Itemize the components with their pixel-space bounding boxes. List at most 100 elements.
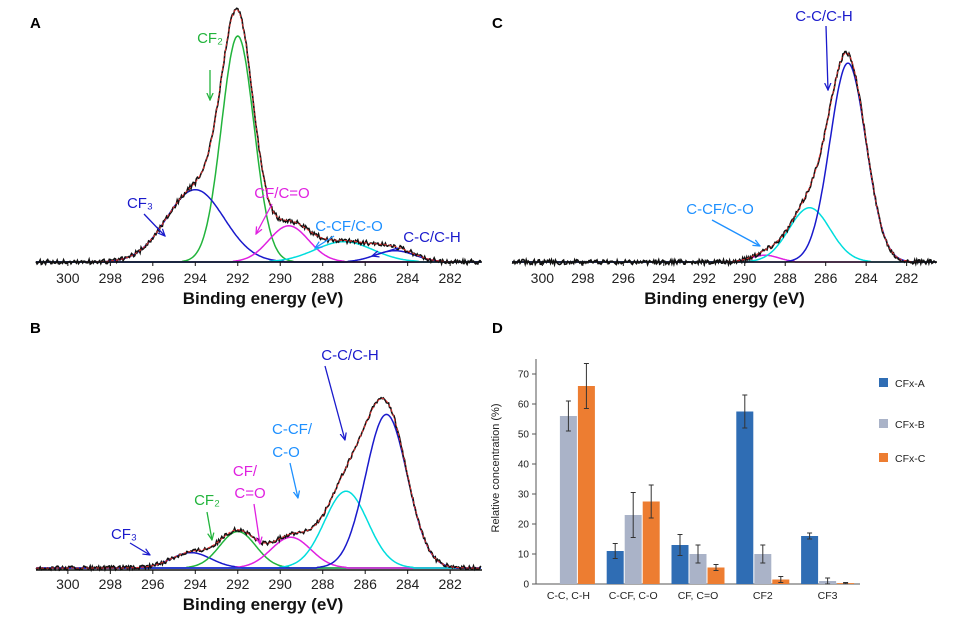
panel-d-bar-cfx-c — [642, 501, 660, 584]
panel-c-label-cc: C-C/C-H — [795, 8, 853, 25]
panel-b-component-cf-c-o — [36, 536, 481, 569]
panel-b-label-cf-line1: CF/ — [233, 463, 258, 480]
panel-d-bar-cfx-a — [606, 551, 624, 584]
panel-b-arrow-cc — [324, 365, 345, 440]
panel-b-label-cc: C-C/C-H — [321, 347, 379, 364]
panel-d-ytick-label: 50 — [518, 430, 530, 441]
panel-c-tick-label: 296 — [612, 270, 636, 286]
panel-d-legend: CFx-A CFx-B CFx-C — [879, 378, 926, 465]
panel-d-bar-cfx-b — [689, 554, 707, 584]
panel-c-tick-label: 286 — [814, 270, 838, 286]
panel-d-bar-cfx-c — [577, 386, 595, 584]
panel-d-bar-cfx-b — [559, 416, 577, 584]
panel-b-tick-label: 294 — [184, 576, 208, 592]
legend-swatch-cfx-b — [879, 419, 888, 428]
panel-a-tick-label: 296 — [141, 270, 165, 286]
panel-c-curves — [511, 50, 937, 268]
panel-d-category-label: CF, C=O — [678, 590, 719, 602]
panel-c-arrow-ccfco — [711, 219, 760, 246]
panel-b-label-cf3: CF₃ — [111, 526, 137, 543]
legend-swatch-cfx-c — [879, 453, 888, 462]
panel-b-label-ccf-line2: C-O — [272, 444, 300, 461]
panel-d-bar-cfx-c — [707, 567, 725, 584]
panel-d-ytick-label: 10 — [518, 550, 530, 561]
panel-b-envelope — [35, 396, 482, 573]
panel-d-ytick-label: 20 — [518, 520, 530, 531]
legend-swatch-cfx-a — [879, 378, 888, 387]
panel-b-xlabel: Binding energy (eV) — [183, 595, 344, 614]
panel-d-ytick-label: 40 — [518, 460, 530, 471]
panel-b-arrow-cfco — [253, 503, 260, 544]
panel-c-tick-label: 298 — [571, 270, 595, 286]
panel-b-label-ccf-line1: C-CF/ — [272, 421, 313, 438]
panel-b-label-cf-line2: C=O — [234, 485, 265, 502]
panel-a-arrow-ccfco — [315, 235, 335, 248]
panel-a-label-cfco: CF/C=O — [254, 185, 309, 202]
panel-a-envelope — [35, 7, 482, 267]
panel-a-tick-label: 292 — [226, 270, 250, 286]
panel-c-tick-label: 292 — [693, 270, 717, 286]
panel-a-arrow-cfco — [256, 203, 273, 234]
legend-label-cfx-b: CFx-B — [895, 419, 925, 431]
panel-a-label-cf2: CF₂ — [197, 30, 223, 47]
panel-a-tick-label: 286 — [354, 270, 378, 286]
panel-b-tick-label: 300 — [56, 576, 80, 592]
panel-d-ylabel: Relative concentration (%) — [490, 403, 502, 532]
panel-d-bar-cfx-a — [736, 411, 754, 584]
panel-letter-a: A — [30, 15, 41, 32]
panel-a-tick-label: 284 — [396, 270, 420, 286]
panel-c-tick-label: 288 — [774, 270, 798, 286]
panel-a-tick-label: 290 — [269, 270, 293, 286]
panel-letter-c: C — [492, 15, 503, 32]
panel-a: 300 298 296 294 292 290 288 286 284 282 Binding en… — [35, 7, 482, 308]
panel-d-category-label: C-C, C-H — [547, 590, 590, 602]
panel-d-bar-cfx-a — [801, 536, 819, 584]
panel-a-tick-label: 288 — [311, 270, 335, 286]
panel-a-curves — [35, 7, 482, 267]
panel-b-fit — [36, 397, 481, 569]
panel-a-arrow-cf3 — [143, 213, 165, 236]
panel-a-fit — [36, 8, 481, 263]
panel-d-ytick-label: 30 — [518, 490, 530, 501]
panel-a-tick-label: 300 — [56, 270, 80, 286]
panel-b-arrow-ccfco — [289, 462, 298, 498]
panel-letter-b: B — [30, 320, 41, 337]
panel-a-tick-label: 294 — [184, 270, 208, 286]
panel-b-arrow-cf3 — [129, 542, 150, 555]
panel-d-category-label: CF2 — [753, 590, 773, 602]
panel-d-bar-cfx-a — [671, 545, 689, 584]
panel-d-category-label: CF3 — [818, 590, 838, 602]
panel-b-label-cf2: CF₂ — [194, 492, 220, 509]
panel-c-tick-label: 300 — [531, 270, 555, 286]
panel-d-bar-cfx-b — [754, 554, 772, 584]
panel-c-tick-label: 284 — [854, 270, 878, 286]
panel-c-tick-label: 282 — [895, 270, 919, 286]
panel-b-tick-label: 290 — [269, 576, 293, 592]
legend-label-cfx-a: CFx-A — [895, 378, 925, 390]
panel-b-arrow-cf2 — [206, 511, 212, 540]
panel-d-ytick-label: 60 — [518, 400, 530, 411]
panel-b-tick-label: 286 — [354, 576, 378, 592]
panel-d-bar-cfx-b — [624, 515, 642, 584]
panel-c-fit — [512, 52, 936, 263]
panel-a-label-ccfco: C-CF/C-O — [315, 218, 383, 235]
panel-b-tick-label: 296 — [141, 576, 165, 592]
panel-b: 300 298 296 294 292 290 288 286 284 282 Binding en… — [35, 347, 482, 614]
panel-c-tick-label: 294 — [652, 270, 676, 286]
panel-b-axis: 300 298 296 294 292 290 288 286 284 282 Binding en… — [36, 569, 482, 614]
panel-b-tick-label: 292 — [226, 576, 250, 592]
panel-d-ytick-label: 70 — [518, 370, 530, 381]
panel-c: 300 298 296 294 292 290 288 286 284 282 Binding en… — [511, 8, 937, 308]
panel-b-tick-label: 298 — [99, 576, 123, 592]
legend-label-cfx-c: CFx-C — [895, 453, 926, 465]
panel-d-ytick-label: 0 — [523, 580, 529, 591]
panel-a-tick-label: 282 — [438, 270, 462, 286]
panel-letter-d: D — [492, 320, 503, 337]
panel-a-tick-label: 298 — [99, 270, 123, 286]
panel-a-label-cc: C-C/C-H — [403, 229, 461, 246]
panel-c-tick-label: 290 — [733, 270, 757, 286]
panel-c-component-c-c-c-h — [512, 62, 936, 263]
panel-b-tick-label: 284 — [396, 576, 420, 592]
